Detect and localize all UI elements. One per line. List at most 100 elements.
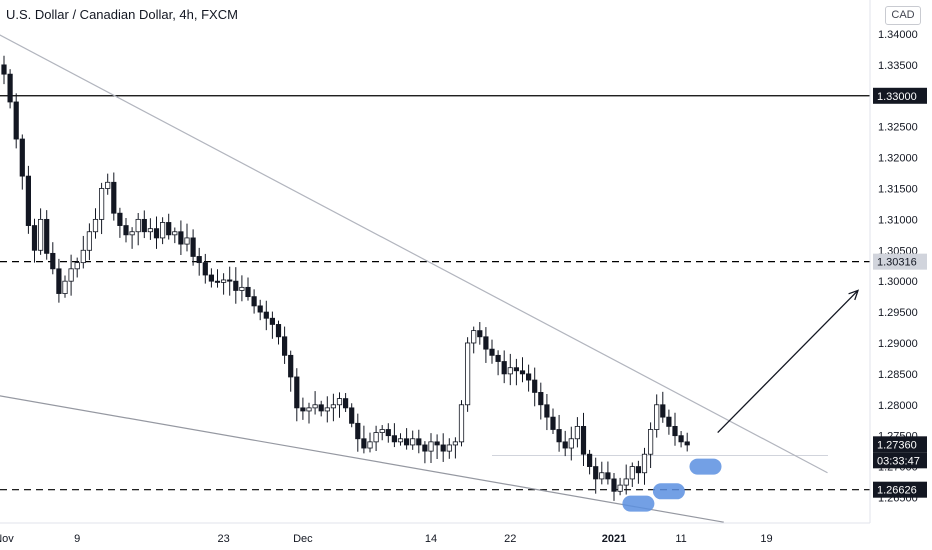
candle-body xyxy=(239,286,245,291)
candle-body xyxy=(446,444,452,452)
candle-body xyxy=(513,367,520,372)
candle-body xyxy=(178,231,184,245)
candle-body xyxy=(190,237,196,257)
candle-body xyxy=(86,231,92,251)
candlestick-series xyxy=(1,55,690,501)
candle-body xyxy=(672,426,678,437)
candle-body xyxy=(288,354,294,378)
price-tick-label: 1.31500 xyxy=(878,183,918,195)
touch-markers xyxy=(622,458,722,512)
candle-body xyxy=(641,453,648,474)
time-tick-label: 19 xyxy=(760,533,772,545)
candle-body xyxy=(580,426,587,455)
candle-body xyxy=(318,404,324,412)
tag-level-133-bg xyxy=(873,87,927,104)
candle-body xyxy=(263,311,269,319)
candle-body xyxy=(281,336,288,356)
touch-marker xyxy=(622,495,655,512)
candle-body xyxy=(501,361,507,375)
price-tick-label: 1.28000 xyxy=(878,400,918,412)
candle-body xyxy=(507,367,513,375)
candle-body xyxy=(31,225,38,251)
candle-body xyxy=(361,438,367,449)
candle-body xyxy=(62,280,68,294)
candle-body xyxy=(599,472,605,480)
price-tick-label: 1.34000 xyxy=(878,29,918,41)
candle-body xyxy=(458,404,465,443)
candle-body xyxy=(483,336,489,350)
candle-body xyxy=(245,286,251,298)
candle-body xyxy=(159,222,166,239)
candle-body xyxy=(416,438,422,446)
tag-level-133: 1.33000 xyxy=(877,91,917,103)
candle-body xyxy=(617,484,623,492)
projection-arrow-head xyxy=(848,289,860,301)
candle-body xyxy=(92,218,99,233)
candle-body xyxy=(611,478,617,492)
currency-badge[interactable]: CAD xyxy=(885,6,921,25)
candle-body xyxy=(532,379,538,393)
touch-marker xyxy=(652,483,685,500)
candle-body xyxy=(147,228,153,233)
candle-body xyxy=(367,441,373,449)
candle-body xyxy=(648,429,654,455)
candle-body xyxy=(562,441,568,449)
candle-body xyxy=(172,231,178,236)
candle-body xyxy=(123,225,129,236)
tag-countdown-bg xyxy=(873,452,927,469)
candle-body xyxy=(556,429,562,443)
candle-body xyxy=(269,317,276,325)
candle-body xyxy=(495,354,501,362)
candle-body xyxy=(397,438,404,443)
candle-body xyxy=(25,175,32,226)
tag-level-126626: 1.26626 xyxy=(877,485,917,497)
price-tick-label: 1.33500 xyxy=(878,60,918,72)
candle-body xyxy=(251,296,257,307)
price-tick-label: 1.32000 xyxy=(878,153,918,165)
candle-body xyxy=(587,453,593,467)
candle-body xyxy=(544,404,550,418)
candle-body xyxy=(275,324,282,338)
candle-body xyxy=(342,398,349,409)
candle-body xyxy=(623,478,629,486)
candle-body xyxy=(593,466,599,480)
candle-body xyxy=(605,472,611,480)
time-axis[interactable]: Nov 9 23 Dec 14 22 2021 11 19 xyxy=(0,533,773,545)
candle-body xyxy=(519,370,526,375)
candle-body xyxy=(111,181,117,214)
time-tick-label: Dec xyxy=(293,533,313,545)
candle-body xyxy=(50,252,56,270)
candle-body xyxy=(678,435,684,443)
tag-countdown: 03:33:47 xyxy=(877,455,920,467)
candle-body xyxy=(538,392,544,406)
time-tick-label: Nov xyxy=(0,533,14,545)
candle-body xyxy=(336,398,343,406)
candle-body xyxy=(99,188,105,220)
candle-body xyxy=(105,181,111,189)
candle-body xyxy=(489,348,495,356)
candle-body xyxy=(440,444,446,452)
time-tick-label: 14 xyxy=(425,533,437,545)
candle-body xyxy=(330,404,337,409)
candle-body xyxy=(422,444,428,452)
candle-body xyxy=(74,262,80,270)
descending-trendline xyxy=(0,34,828,474)
candle-body xyxy=(166,222,172,236)
tag-current-price: 1.27360 xyxy=(877,439,917,451)
candle-body xyxy=(227,279,233,282)
candle-body xyxy=(44,218,50,254)
candle-body xyxy=(574,426,581,440)
candle-body xyxy=(373,432,379,443)
chart-title: U.S. Dollar / Canadian Dollar, 4h, FXCM xyxy=(6,7,238,22)
candle-body xyxy=(471,330,477,344)
candle-body xyxy=(660,404,666,418)
candle-body xyxy=(141,218,147,233)
candle-body xyxy=(184,237,190,245)
candle-body xyxy=(117,212,123,226)
candle-body xyxy=(349,407,355,424)
trendlines xyxy=(0,34,828,523)
candle-body xyxy=(294,376,300,409)
candle-body xyxy=(220,279,227,283)
